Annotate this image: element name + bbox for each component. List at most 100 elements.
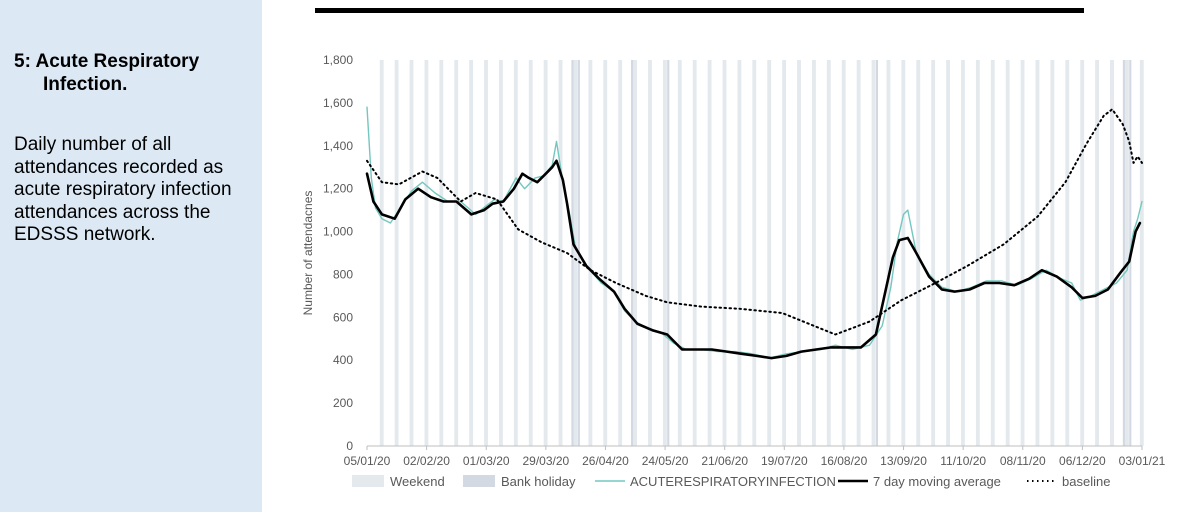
weekend-band [1005, 60, 1010, 446]
weekend-band [1124, 60, 1129, 446]
y-tick-label: 1,800 [323, 53, 353, 67]
weekend-band [841, 60, 846, 446]
axes: 0 200 400 600 800 1,000 1,200 1,400 1,600 1,800 05… [301, 53, 1166, 468]
weekend-band [1065, 60, 1070, 446]
legend-swatch [352, 475, 384, 487]
weekend-band [603, 60, 608, 446]
bank-holiday-band [631, 60, 634, 446]
side-panel: 5: Acute Respiratory Infection. Daily nu… [0, 0, 262, 512]
weekend-band [722, 60, 727, 446]
weekend-band [946, 60, 950, 446]
y-tick-label: 800 [333, 267, 353, 281]
weekend-band [648, 60, 652, 446]
weekend-band [975, 60, 980, 446]
weekend-band [513, 60, 518, 446]
legend-label: Weekend [390, 474, 445, 489]
weekend-band [618, 60, 623, 446]
y-tick-label: 1,000 [323, 225, 353, 239]
weekend-band [826, 60, 831, 446]
weekend-band [633, 60, 637, 446]
weekend-band [767, 60, 772, 446]
weekend-band [394, 60, 399, 446]
weekend-band [439, 60, 444, 446]
legend-label: 7 day moving average [873, 474, 1001, 489]
weekend-band [1110, 60, 1114, 446]
x-tick-label: 21/06/20 [701, 454, 748, 468]
weekend-band [916, 60, 921, 446]
weekend-band [543, 60, 548, 446]
x-tick-label: 03/01/21 [1119, 454, 1166, 468]
weekend-band [424, 60, 429, 446]
weekend-band [662, 60, 667, 446]
x-tick-label: 29/03/20 [522, 454, 569, 468]
section-title-line2: Infection. [43, 74, 128, 95]
weekend-band [588, 60, 593, 446]
legend: Weekend Bank holiday ACUTERESPIRATORYINFEC… [352, 474, 1110, 489]
y-tick-label: 200 [333, 396, 353, 410]
weekend-band [677, 60, 682, 446]
weekend-band [856, 60, 861, 446]
section-title: 5: Acute Respiratory Infection. [14, 50, 199, 96]
legend-label: Bank holiday [501, 474, 576, 489]
weekend-band [811, 60, 816, 446]
y-tick-label: 400 [333, 353, 353, 367]
x-tick-label: 08/11/20 [1000, 454, 1046, 468]
x-tick-label: 02/02/20 [403, 454, 450, 468]
y-tick-label: 1,200 [323, 182, 353, 196]
series-line [366, 108, 1143, 336]
weekend-band [901, 60, 906, 446]
background-bands [379, 60, 1144, 446]
x-tick-label: 24/05/20 [642, 454, 689, 468]
y-axis-title: Number of attendacnes [301, 191, 315, 316]
weekend-band [454, 60, 459, 446]
weekend-band [558, 60, 563, 446]
x-tick-label: 01/03/20 [463, 454, 510, 468]
x-tick-label: 16/08/20 [821, 454, 868, 468]
bank-holiday-band [571, 60, 574, 446]
y-tick-label: 0 [346, 439, 353, 453]
weekend-band [1095, 60, 1100, 446]
weekend-band [931, 60, 936, 446]
x-tick-label: 26/04/20 [582, 454, 629, 468]
legend-swatch [463, 475, 495, 487]
series-lines [365, 106, 1143, 360]
weekend-band [886, 60, 891, 446]
weekend-band [1139, 60, 1144, 446]
x-tick-label: 19/07/20 [761, 454, 808, 468]
weekend-band [797, 60, 801, 446]
section-description: Daily number of all attendances recorded… [14, 134, 232, 245]
weekend-band [990, 60, 995, 446]
legend-label: ACUTERESPIRATORYINFECTION [630, 474, 836, 489]
legend-label: baseline [1062, 474, 1110, 489]
weekend-band [961, 60, 965, 446]
weekend-band [484, 60, 488, 446]
weekend-band [1080, 60, 1085, 446]
weekend-band [692, 60, 697, 446]
bank-holiday-band [875, 60, 878, 446]
top-rule [315, 8, 1084, 13]
weekend-band [871, 60, 876, 446]
weekend-band [782, 60, 787, 446]
weekend-band [1020, 60, 1025, 446]
x-tick-label: 13/09/20 [880, 454, 927, 468]
weekend-band [752, 60, 757, 446]
weekend-band [409, 60, 414, 446]
weekend-band [499, 60, 503, 446]
series-line [365, 159, 1142, 360]
weekend-band [737, 60, 742, 446]
x-tick-label: 06/12/20 [1059, 454, 1106, 468]
bank-holiday-band [667, 60, 670, 446]
y-tick-label: 1,400 [323, 139, 353, 153]
weekend-band [469, 60, 474, 446]
weekend-band [1035, 60, 1040, 446]
weekend-band [379, 60, 384, 446]
x-tick-label: 11/10/20 [940, 454, 986, 468]
weekend-band [1050, 60, 1055, 446]
x-tick-label: 05/01/20 [344, 454, 391, 468]
y-tick-label: 600 [333, 310, 353, 324]
section-title-line1: 5: Acute Respiratory [14, 51, 200, 72]
weekend-band [528, 60, 533, 446]
y-tick-label: 1,600 [323, 96, 353, 110]
weekend-band [707, 60, 712, 446]
